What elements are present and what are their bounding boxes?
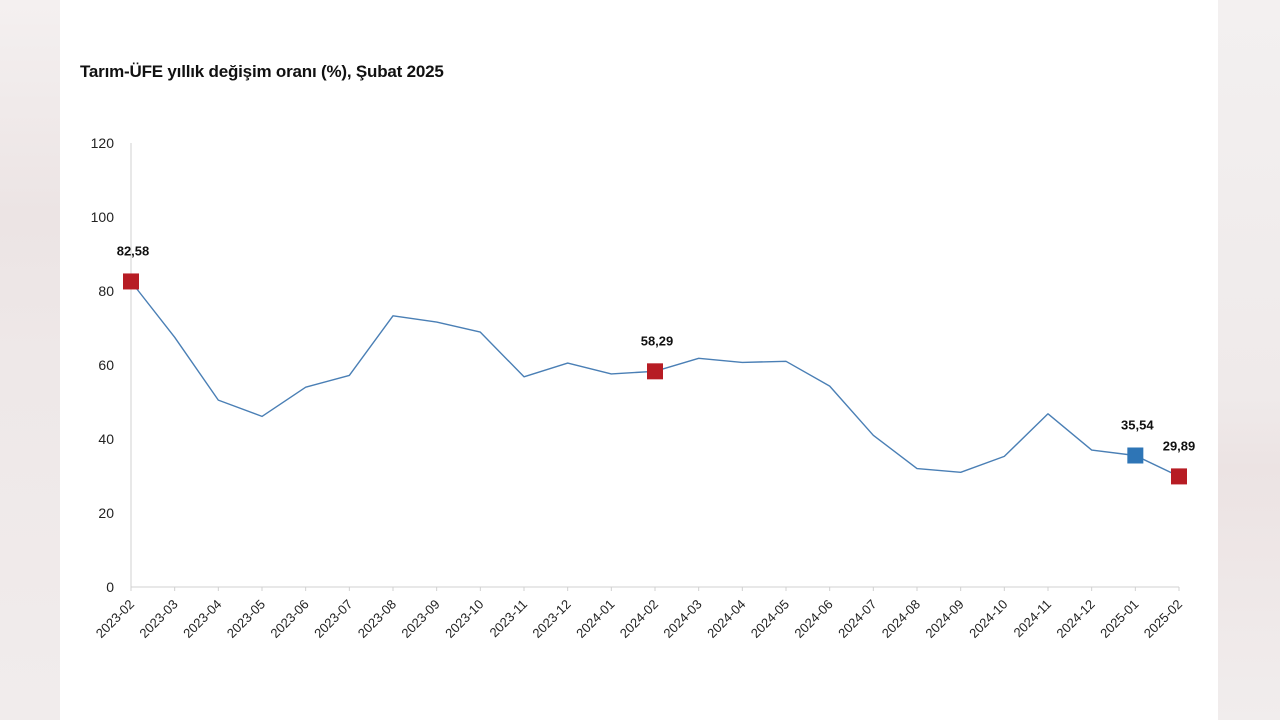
x-tick-label: 2023-04 (180, 597, 224, 641)
left-background (0, 0, 60, 720)
x-tick-label: 2023-06 (267, 597, 311, 641)
y-tick-label: 40 (98, 431, 114, 447)
x-tick-label: 2023-09 (398, 597, 442, 641)
data-point-marker (647, 363, 663, 380)
data-point-marker (123, 273, 139, 290)
y-tick-label: 20 (98, 505, 114, 521)
x-tick-label: 2023-08 (355, 597, 399, 641)
data-point-marker (1127, 447, 1144, 464)
y-tick-label: 0 (106, 579, 114, 595)
chart-panel (60, 0, 1218, 720)
x-tick-label: 2024-03 (660, 597, 704, 641)
y-tick-label: 80 (98, 283, 114, 299)
x-tick-label: 2024-08 (879, 597, 923, 641)
y-axis: 0 20 40 60 80 100 120 (91, 135, 132, 595)
right-background (1218, 0, 1280, 720)
x-tick-label: 2024-07 (835, 597, 879, 641)
x-tick-label: 2023-11 (486, 597, 530, 641)
x-tick-label: 2023-02 (93, 597, 137, 641)
x-tick-label: 2024-09 (922, 597, 966, 641)
x-tick-label: 2024-11 (1010, 597, 1054, 641)
x-tick-label: 2024-02 (617, 597, 661, 641)
data-label: 29,89 (1163, 438, 1196, 453)
markers-layer: 82,58 58,29 35,54 29,89 (117, 243, 1196, 485)
x-tick-label: 2023-12 (529, 597, 573, 641)
data-label: 82,58 (117, 243, 150, 258)
x-tick-label: 2023-07 (311, 597, 355, 641)
x-tick-label: 2024-05 (748, 597, 792, 641)
x-tick-label: 2023-03 (136, 597, 180, 641)
x-tick-label: 2024-04 (704, 597, 748, 641)
y-tick-label: 120 (91, 135, 115, 151)
data-label: 58,29 (641, 333, 674, 348)
x-tick-label: 2024-10 (966, 597, 1010, 641)
x-tick-label: 2025-01 (1097, 597, 1141, 641)
y-tick-label: 100 (91, 209, 115, 225)
x-tick-label: 2023-10 (442, 597, 486, 641)
x-tick-label: 2024-12 (1053, 597, 1097, 641)
chart-title: Tarım-ÜFE yıllık değişim oranı (%), Şuba… (80, 62, 444, 81)
x-tick-label: 2025-02 (1141, 597, 1185, 641)
y-tick-label: 60 (98, 357, 114, 373)
x-axis: 2023-02 2023-03 2023-04 2023-05 2023-06 2023-… (93, 586, 1185, 641)
data-label: 35,54 (1121, 418, 1154, 433)
data-point-marker (1171, 468, 1187, 485)
x-tick-label: 2024-06 (791, 597, 835, 641)
x-tick-label: 2023-05 (224, 597, 268, 641)
x-tick-label: 2024-01 (573, 597, 617, 641)
